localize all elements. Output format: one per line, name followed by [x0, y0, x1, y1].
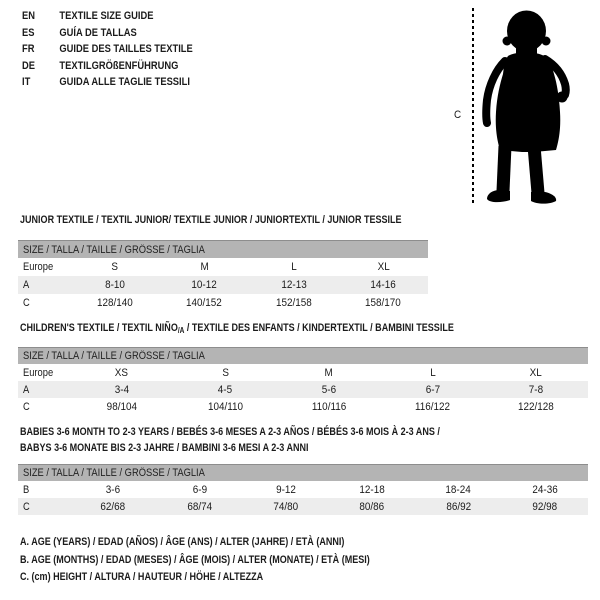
title-text: / TEXTILE DES ENFANTS / KINDERTEXTIL / B…	[184, 322, 454, 334]
language-guide-list: EN TEXTILE SIZE GUIDE ES GUÍA DE TALLAS …	[22, 8, 223, 91]
legend-line-a: A. AGE (YEARS) / EDAD (AÑOS) / ÂGE (ANS)…	[20, 536, 345, 548]
cell-value: 110/116	[311, 400, 347, 413]
size-header-label: SIZE / TALLA / TAILLE / GRÖSSE / TAGLIA	[23, 243, 205, 256]
junior-size-table: SIZE / TALLA / TAILLE / GRÖSSE / TAGLIA …	[18, 240, 428, 312]
row-label: C	[23, 500, 30, 513]
cell-value: M	[200, 261, 209, 273]
cell-value: 152/158	[275, 297, 312, 309]
cell-value: 12-18	[359, 483, 385, 496]
cell-value: 3-4	[114, 383, 129, 396]
height-measure-figure: C	[440, 0, 600, 215]
cell-value: M	[324, 366, 334, 379]
language-label: GUIDA ALLE TAGLIE TESSILI	[59, 76, 190, 88]
cell-value: 62/68	[100, 500, 126, 513]
row-label: C	[23, 297, 30, 309]
language-label: TEXTILE SIZE GUIDE	[59, 10, 154, 22]
babies-section-title-line2: BABYS 3-6 MONATE BIS 2-3 JAHRE / BAMBINI…	[20, 442, 309, 454]
table-row: C 98/104 104/110 110/116 116/122 122/128	[18, 398, 588, 415]
cell-value: 7-8	[529, 383, 544, 396]
cell-value: 158/170	[365, 297, 402, 309]
cell-value: 9-12	[275, 483, 296, 496]
cell-value: L	[429, 366, 436, 379]
language-label: TEXTILGRÖßENFÜHRUNG	[59, 59, 179, 72]
size-header-bar: SIZE / TALLA / TAILLE / GRÖSSE / TAGLIA	[18, 464, 588, 481]
language-code: DE	[22, 59, 35, 72]
children-size-table: SIZE / TALLA / TAILLE / GRÖSSE / TAGLIA …	[18, 347, 588, 415]
cell-value: 12-13	[281, 279, 307, 291]
cell-value: XL	[530, 366, 543, 379]
row-label: Europe	[23, 366, 54, 379]
cell-value: 92/98	[532, 500, 558, 513]
babies-section-title-line1: BABIES 3-6 MONTH TO 2-3 YEARS / BEBÉS 3-…	[20, 426, 440, 438]
row-label: A	[23, 279, 30, 291]
language-label: GUÍA DE TALLAS	[59, 26, 137, 39]
cell-value: 18-24	[445, 483, 472, 496]
language-label: GUIDE DES TAILLES TEXTILE	[59, 43, 193, 55]
size-header-label: SIZE / TALLA / TAILLE / GRÖSSE / TAGLIA	[23, 350, 205, 362]
cell-value: 80/86	[359, 500, 385, 513]
list-item: DE TEXTILGRÖßENFÜHRUNG	[22, 58, 193, 75]
cell-value: 128/140	[96, 297, 133, 309]
cell-value: S	[222, 366, 229, 379]
legend-line-b: B. AGE (MONTHS) / EDAD (MESES) / ÂGE (MO…	[20, 553, 370, 566]
language-code: EN	[22, 10, 35, 22]
cell-value: 98/104	[106, 400, 137, 413]
legend-line-c: C. (cm) HEIGHT / ALTURA / HAUTEUR / HÖHE…	[20, 571, 264, 583]
list-item: ES GUÍA DE TALLAS	[22, 25, 193, 42]
table-row: A 8-10 10-12 12-13 14-16	[18, 276, 428, 294]
cell-value: 86/92	[446, 500, 471, 513]
title-text: CHILDREN'S TEXTILE / TEXTIL NIÑO	[20, 322, 178, 334]
list-item: IT GUIDA ALLE TAGLIE TESSILI	[22, 74, 193, 91]
list-item: EN TEXTILE SIZE GUIDE	[22, 8, 193, 25]
row-label: C	[23, 400, 30, 413]
size-header-bar: SIZE / TALLA / TAILLE / GRÖSSE / TAGLIA	[18, 347, 588, 364]
cell-value: XS	[115, 366, 129, 379]
title-subscript: /A	[177, 326, 185, 335]
cell-value: XL	[377, 261, 390, 273]
cell-value: 122/128	[518, 400, 555, 413]
cell-value: L	[290, 261, 297, 273]
cell-value: 140/152	[186, 297, 223, 309]
table-row: C 62/68 68/74 74/80 80/86 86/92 92/98	[18, 498, 588, 515]
babies-size-table: SIZE / TALLA / TAILLE / GRÖSSE / TAGLIA …	[18, 464, 588, 515]
row-label: A	[23, 383, 30, 396]
cell-value: 68/74	[187, 500, 212, 513]
children-section-title: CHILDREN'S TEXTILE / TEXTIL NIÑO/A / TEX…	[20, 321, 454, 336]
cell-value: 4-5	[218, 383, 233, 396]
size-header-bar: SIZE / TALLA / TAILLE / GRÖSSE / TAGLIA	[18, 240, 428, 258]
cell-value: S	[111, 261, 119, 273]
cell-value: 104/110	[207, 400, 243, 413]
cell-value: 6-9	[192, 483, 207, 496]
cell-value: 3-6	[105, 483, 121, 496]
language-code: FR	[22, 43, 35, 55]
row-label: B	[23, 483, 30, 496]
table-row: Europe XS S M L XL	[18, 364, 588, 381]
cell-value: 10-12	[191, 279, 217, 291]
table-row: Europe S M L XL	[18, 258, 428, 276]
cell-value: 24-36	[532, 483, 558, 496]
table-row: B 3-6 6-9 9-12 12-18 18-24 24-36	[18, 481, 588, 498]
table-row: A 3-4 4-5 5-6 6-7 7-8	[18, 381, 588, 398]
language-code: IT	[22, 76, 31, 88]
baby-silhouette-icon	[482, 10, 570, 204]
junior-section-title: JUNIOR TEXTILE / TEXTIL JUNIOR/ TEXTILE …	[20, 214, 402, 226]
cell-value: 6-7	[425, 383, 440, 396]
table-row: C 128/140 140/152 152/158 158/170	[18, 294, 428, 312]
row-label: Europe	[23, 261, 54, 273]
cell-value: 5-6	[321, 383, 337, 396]
list-item: FR GUIDE DES TAILLES TEXTILE	[22, 41, 193, 58]
cell-value: 8-10	[104, 279, 125, 291]
cell-value: 14-16	[370, 279, 396, 291]
language-code: ES	[22, 26, 35, 39]
cell-value: 74/80	[273, 500, 299, 513]
height-dashed-line	[472, 8, 474, 206]
cell-value: 116/122	[415, 400, 451, 413]
size-header-label: SIZE / TALLA / TAILLE / GRÖSSE / TAGLIA	[23, 467, 205, 479]
measure-legend: A. AGE (YEARS) / EDAD (AÑOS) / ÂGE (ANS)…	[20, 534, 447, 587]
height-measure-label: C	[454, 109, 462, 121]
